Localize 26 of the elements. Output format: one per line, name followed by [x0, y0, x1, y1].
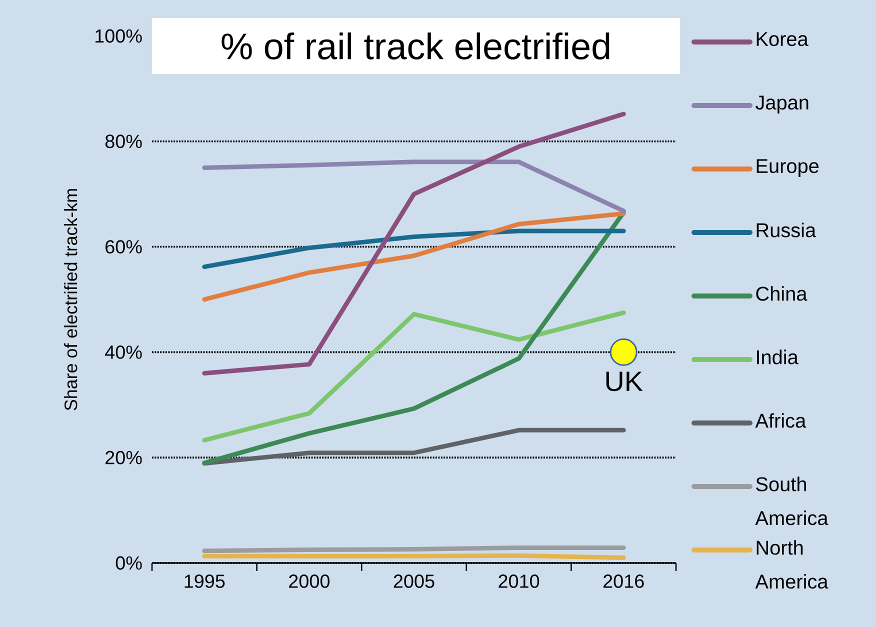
legend-label: Russia: [756, 222, 816, 238]
y-tick-label: 40%: [105, 345, 142, 359]
y-axis-title: Share of electrified track-km: [64, 189, 78, 410]
legend-label: Korea: [756, 32, 808, 46]
legend-label: Africa: [755, 413, 806, 428]
y-tick-label: 0%: [116, 556, 142, 570]
line-series: [202, 228, 626, 270]
y-tick-label: 20%: [106, 450, 142, 464]
x-tick-label: 2016: [604, 574, 644, 588]
legend-label: North America: [755, 540, 828, 589]
legend-label: Europe: [756, 159, 819, 178]
legend-label: India: [757, 350, 798, 364]
chart-title: % of rail track electrified: [222, 32, 610, 60]
x-tick-label: 2005: [394, 574, 434, 588]
series-label: UK: [606, 372, 643, 392]
legend-label: China: [756, 286, 808, 301]
line-series: [202, 211, 626, 302]
x-tick-label: 2010: [498, 574, 540, 588]
y-tick-label: 100%: [96, 29, 142, 43]
y-tick-label: 60%: [106, 240, 142, 254]
legend-label: South America: [755, 476, 828, 526]
y-tick-label: 80%: [105, 134, 142, 148]
legend-label: Japan: [756, 96, 808, 114]
x-tick-label: 1995: [184, 574, 225, 588]
x-tick-label: 2000: [289, 574, 330, 588]
line-series: [202, 160, 626, 214]
